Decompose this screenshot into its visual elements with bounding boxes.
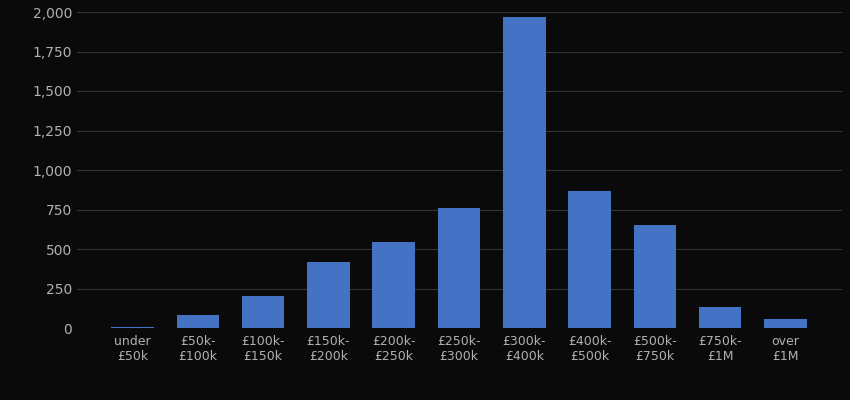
Bar [372,242,415,328]
Bar [699,308,741,328]
Bar [438,208,480,328]
Bar [111,327,154,328]
Bar [569,190,611,328]
Bar [764,318,807,328]
Bar [634,224,676,328]
Bar [242,296,284,328]
Bar [307,262,349,328]
Bar [503,17,546,328]
Bar [177,315,219,328]
